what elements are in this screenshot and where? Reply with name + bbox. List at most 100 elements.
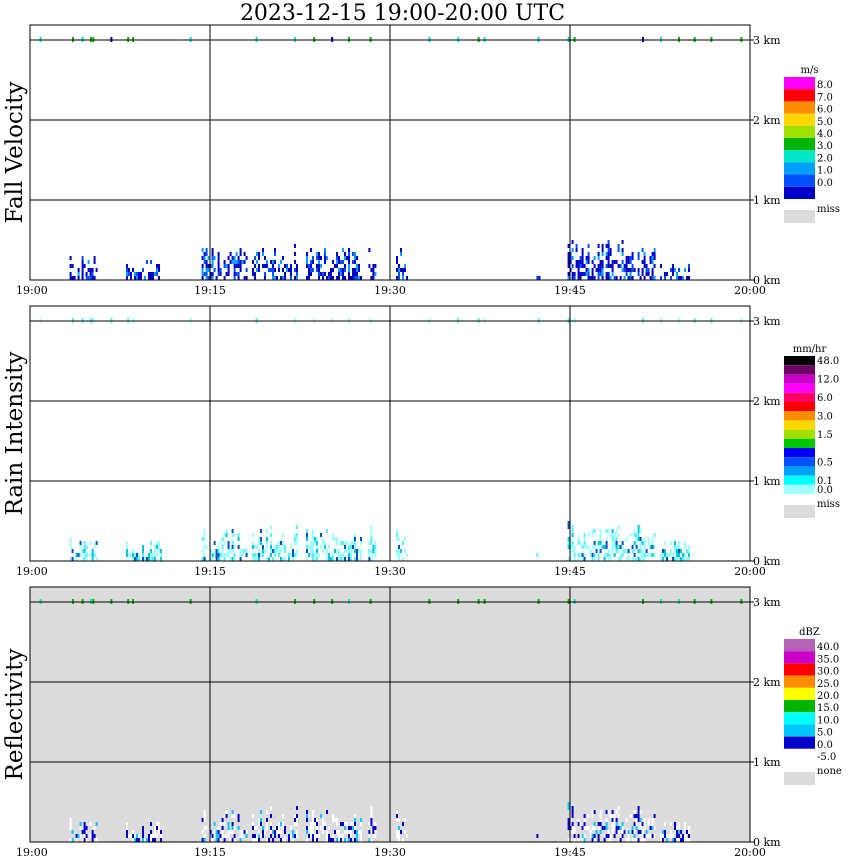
echo-cell xyxy=(627,549,630,553)
x-tick-label: 19:00 xyxy=(16,846,48,859)
legend-swatch xyxy=(784,724,815,737)
echo-cell xyxy=(398,549,400,553)
echo-cell xyxy=(372,834,375,838)
echo-cell xyxy=(597,244,600,248)
echo-cell xyxy=(201,818,204,822)
echo-cell xyxy=(587,276,590,280)
echo-cell xyxy=(290,272,292,276)
echo-cell xyxy=(607,529,610,533)
echo-cell xyxy=(645,272,648,276)
echo-cell xyxy=(160,830,162,834)
legend-swatch xyxy=(784,392,815,402)
echo-cell xyxy=(370,838,373,842)
echo-cell xyxy=(134,272,136,276)
echo-cell xyxy=(597,276,600,280)
x-tick-label: 19:15 xyxy=(194,565,226,578)
echo-cell xyxy=(651,537,654,541)
echo-cell xyxy=(676,545,678,549)
echo-cell xyxy=(284,557,286,561)
echo-cell xyxy=(579,834,582,838)
echo-cell xyxy=(71,549,74,553)
echo-cell xyxy=(674,838,676,842)
echo-cell xyxy=(688,826,690,830)
echo-cell xyxy=(682,557,684,561)
echo-cell xyxy=(156,553,158,557)
echo-cell xyxy=(306,814,308,818)
echo-cell xyxy=(219,268,222,272)
legend-swatch xyxy=(784,101,815,114)
echo-cell xyxy=(352,541,354,545)
echo-cell xyxy=(597,557,600,561)
echo-cell xyxy=(146,260,148,264)
panel-frame xyxy=(29,586,751,843)
echo-cell xyxy=(219,838,222,842)
echo-cell xyxy=(649,545,652,549)
legend-swatch xyxy=(784,150,815,163)
echo-cell xyxy=(270,549,272,553)
legend-label: 6.0 xyxy=(817,393,833,404)
echo-cell xyxy=(89,541,92,545)
echo-cell xyxy=(237,260,240,264)
echo-cell xyxy=(400,268,402,272)
echo-cell xyxy=(611,260,614,264)
echo-cell xyxy=(260,541,262,545)
echo-cell xyxy=(567,806,570,810)
echo-cell xyxy=(346,256,348,260)
echo-cell xyxy=(69,822,72,826)
echo-cell xyxy=(306,810,308,814)
echo-cell xyxy=(270,806,272,810)
echo-cell xyxy=(595,830,598,834)
echo-cell xyxy=(615,529,618,533)
echo-cell xyxy=(306,557,308,561)
echo-cell xyxy=(637,533,640,537)
echo-cell xyxy=(597,252,600,256)
echo-cell xyxy=(296,553,298,557)
echo-cell xyxy=(239,830,242,834)
echo-cell xyxy=(130,272,132,276)
echo-cell xyxy=(83,557,86,561)
echo-cell xyxy=(207,256,210,260)
echo-cell xyxy=(158,276,160,280)
echo-cell xyxy=(613,822,616,826)
echo-cell xyxy=(326,838,328,842)
legend-swatch xyxy=(784,448,815,458)
echo-cell xyxy=(154,826,156,830)
echo-cell xyxy=(75,838,78,842)
echo-cell xyxy=(573,557,576,561)
echo-cell xyxy=(571,549,574,553)
echo-cell xyxy=(256,268,258,272)
echo-cell xyxy=(680,549,682,553)
x-tick-label: 20:00 xyxy=(734,565,766,578)
echo-cell xyxy=(639,822,642,826)
echo-cell xyxy=(344,545,346,549)
echo-cell xyxy=(567,802,570,806)
echo-cell xyxy=(233,533,236,537)
echo-cell xyxy=(318,268,320,272)
echo-cell xyxy=(567,521,570,525)
echo-cell xyxy=(280,838,282,842)
echo-cell xyxy=(252,834,254,838)
echo-cell xyxy=(356,256,358,260)
echo-cell xyxy=(682,834,684,838)
echo-cell xyxy=(631,545,634,549)
echo-cell xyxy=(643,545,646,549)
echo-cell xyxy=(158,826,160,830)
echo-cell xyxy=(336,256,338,260)
echo-cell xyxy=(282,256,284,260)
echo-cell xyxy=(296,264,298,268)
legend-label: 6.0 xyxy=(817,105,833,116)
echo-cell xyxy=(633,268,636,272)
legend-swatch xyxy=(784,113,815,126)
echo-cell xyxy=(536,553,539,557)
echo-cell xyxy=(322,830,324,834)
echo-cell xyxy=(296,822,298,826)
echo-cell xyxy=(227,272,230,276)
echo-cell xyxy=(262,830,264,834)
echo-cell xyxy=(589,834,592,838)
legend-swatch xyxy=(784,457,815,467)
echo-cell xyxy=(346,830,348,834)
echo-cell xyxy=(326,276,328,280)
echo-cell xyxy=(274,248,276,252)
echo-cell xyxy=(338,549,340,553)
echo-cell xyxy=(571,525,574,529)
